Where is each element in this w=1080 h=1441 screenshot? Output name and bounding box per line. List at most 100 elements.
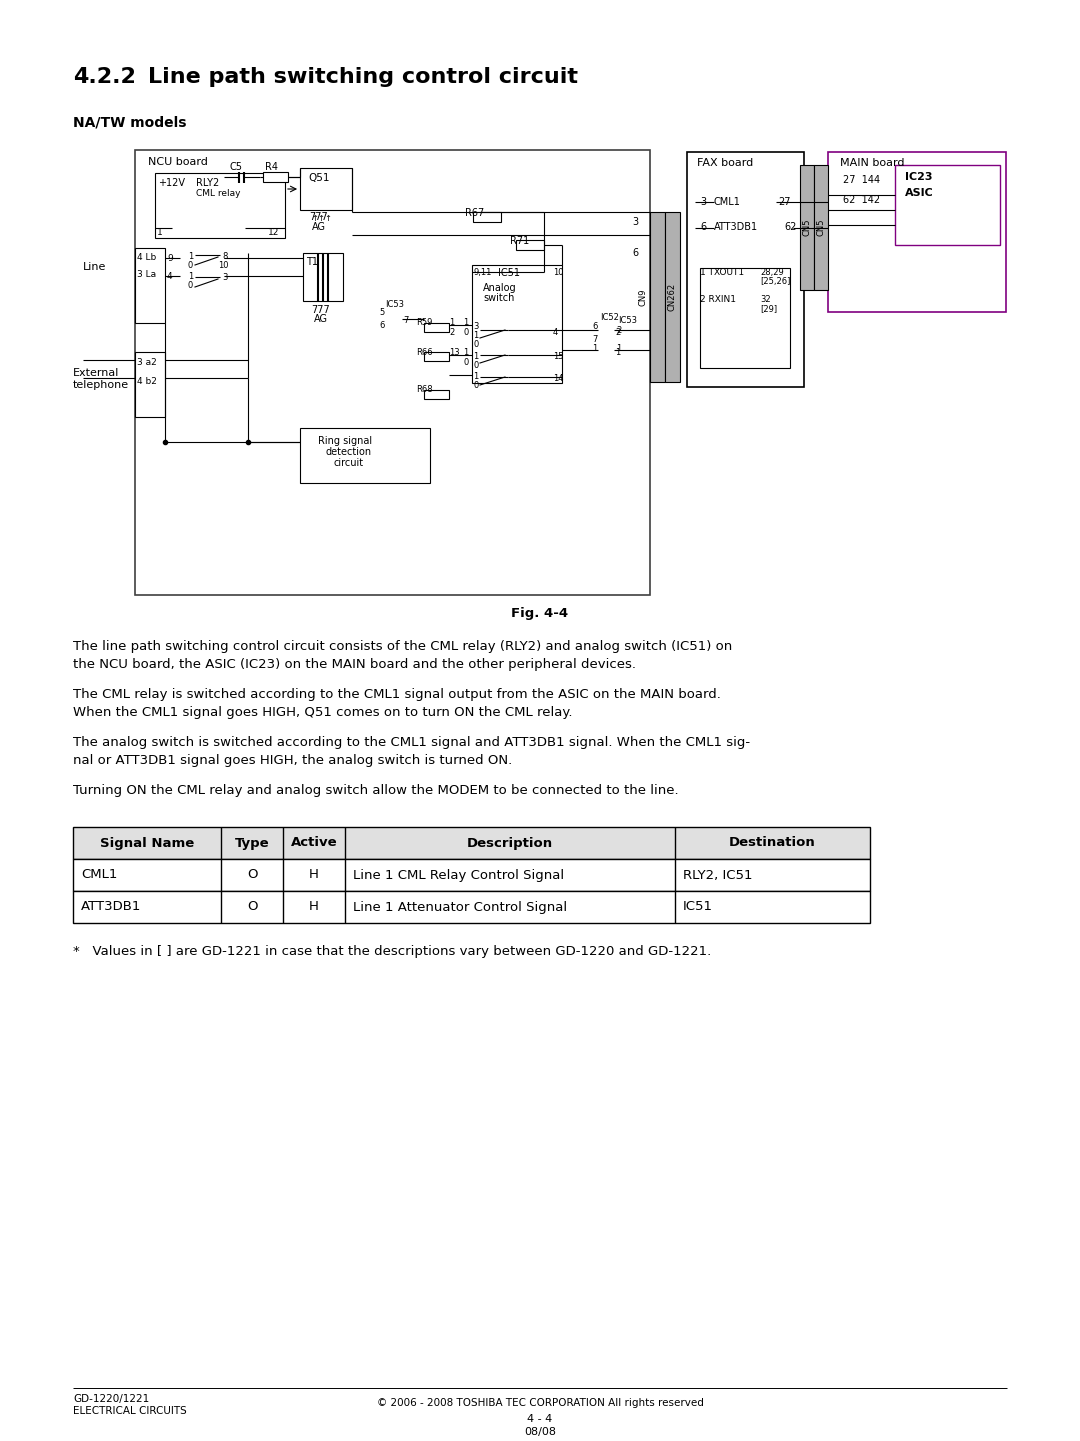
- Text: 0: 0: [463, 357, 469, 367]
- Text: 3: 3: [632, 218, 638, 228]
- Text: 4 b2: 4 b2: [137, 378, 157, 386]
- Text: IC53: IC53: [384, 300, 404, 308]
- Text: Type: Type: [234, 836, 269, 850]
- Text: © 2006 - 2008 TOSHIBA TEC CORPORATION All rights reserved: © 2006 - 2008 TOSHIBA TEC CORPORATION Al…: [377, 1398, 703, 1408]
- Text: 0: 0: [463, 329, 469, 337]
- Text: 4 Lb: 4 Lb: [137, 254, 157, 262]
- Text: AG: AG: [314, 314, 328, 324]
- Text: 4.2.2: 4.2.2: [73, 66, 136, 86]
- Text: detection: detection: [326, 447, 373, 457]
- Bar: [814, 166, 828, 290]
- Text: The line path switching control circuit consists of the CML relay (RLY2) and ana: The line path switching control circuit …: [73, 640, 737, 653]
- Text: T1: T1: [306, 256, 318, 267]
- Text: [29]: [29]: [760, 304, 778, 313]
- Bar: [135, 150, 650, 595]
- Bar: [687, 151, 804, 388]
- Text: 1: 1: [592, 344, 597, 353]
- Text: 15: 15: [553, 352, 564, 362]
- Text: CML1: CML1: [81, 869, 118, 882]
- Text: 7: 7: [592, 334, 597, 344]
- Text: RLY2, IC51: RLY2, IC51: [683, 869, 753, 882]
- Bar: [516, 241, 544, 249]
- Text: 3: 3: [222, 272, 228, 282]
- Text: 0: 0: [188, 261, 193, 269]
- Bar: [665, 212, 680, 382]
- Text: 6: 6: [632, 248, 638, 258]
- Text: 2 RXIN1: 2 RXIN1: [700, 295, 735, 304]
- Text: 1: 1: [473, 331, 478, 340]
- Text: Line 1 CML Relay Control Signal: Line 1 CML Relay Control Signal: [353, 869, 564, 882]
- Text: AG: AG: [312, 222, 326, 232]
- Text: Analog: Analog: [483, 282, 516, 293]
- Text: 13: 13: [449, 347, 460, 357]
- Text: Description: Description: [467, 836, 553, 850]
- Text: GD-1220/1221: GD-1220/1221: [73, 1393, 149, 1404]
- Text: Ring signal: Ring signal: [318, 437, 373, 447]
- Text: 32: 32: [760, 295, 771, 304]
- Text: telephone: telephone: [73, 380, 130, 391]
- Text: ELECTRICAL CIRCUITS: ELECTRICAL CIRCUITS: [73, 1406, 187, 1417]
- Bar: [424, 352, 449, 362]
- Text: IC53: IC53: [618, 316, 637, 326]
- Bar: [264, 171, 288, 182]
- Text: 12: 12: [268, 228, 280, 236]
- Text: 9,11: 9,11: [473, 268, 491, 277]
- Text: 2: 2: [449, 329, 455, 337]
- Bar: [300, 169, 352, 210]
- Text: CML relay: CML relay: [195, 189, 241, 197]
- Text: 9: 9: [167, 254, 173, 264]
- Text: FAX board: FAX board: [697, 159, 753, 169]
- Text: 1: 1: [616, 344, 621, 353]
- Text: 6: 6: [700, 222, 706, 232]
- Polygon shape: [598, 321, 615, 340]
- Text: 1: 1: [463, 347, 469, 357]
- Polygon shape: [598, 342, 615, 360]
- Bar: [424, 391, 449, 399]
- Text: CN262: CN262: [667, 282, 676, 311]
- Text: R67: R67: [465, 208, 484, 218]
- Text: H: H: [309, 869, 319, 882]
- Text: ASIC: ASIC: [905, 187, 934, 197]
- Text: 1: 1: [473, 352, 478, 362]
- Bar: [303, 254, 343, 301]
- Text: 6: 6: [592, 321, 597, 331]
- Text: H: H: [309, 901, 319, 914]
- Text: 5: 5: [379, 308, 384, 317]
- Text: 1: 1: [188, 272, 193, 281]
- Text: the NCU board, the ASIC (IC23) on the MAIN board and the other peripheral device: the NCU board, the ASIC (IC23) on the MA…: [73, 659, 636, 672]
- Text: circuit: circuit: [333, 458, 363, 468]
- Bar: [424, 323, 449, 331]
- Text: 10: 10: [218, 261, 229, 269]
- Text: 1: 1: [473, 372, 478, 380]
- Text: +12V: +12V: [158, 179, 185, 187]
- Text: O: O: [246, 869, 257, 882]
- Text: 28,29: 28,29: [760, 268, 784, 277]
- Text: 3: 3: [700, 197, 706, 208]
- Text: 62: 62: [784, 222, 796, 232]
- Text: O: O: [246, 901, 257, 914]
- Text: [25,26]: [25,26]: [760, 277, 791, 285]
- Text: 14: 14: [553, 375, 564, 383]
- Text: 27  144: 27 144: [843, 174, 880, 184]
- Text: R68: R68: [416, 385, 433, 393]
- Text: IC52: IC52: [600, 313, 619, 321]
- Text: Signal Name: Signal Name: [99, 836, 194, 850]
- Text: IC51: IC51: [498, 268, 519, 278]
- Text: 1: 1: [463, 318, 469, 327]
- Text: 6: 6: [379, 321, 384, 330]
- Text: Q51: Q51: [308, 173, 329, 183]
- Text: 3 La: 3 La: [137, 269, 157, 280]
- Text: Turning ON the CML relay and analog switch allow the MODEM to be connected to th: Turning ON the CML relay and analog swit…: [73, 784, 678, 797]
- Text: ATT3DB1: ATT3DB1: [81, 901, 141, 914]
- Bar: [300, 428, 430, 483]
- Text: 1: 1: [157, 228, 163, 236]
- Text: 0: 0: [473, 362, 478, 370]
- Bar: [828, 151, 1005, 313]
- Text: ↑↑↑: ↑↑↑: [311, 215, 332, 223]
- Text: 1: 1: [188, 252, 193, 261]
- Bar: [135, 248, 165, 323]
- Text: CML1: CML1: [714, 197, 741, 208]
- Text: 7: 7: [403, 316, 408, 326]
- Text: Line path switching control circuit: Line path switching control circuit: [148, 66, 578, 86]
- Text: C5: C5: [230, 161, 243, 171]
